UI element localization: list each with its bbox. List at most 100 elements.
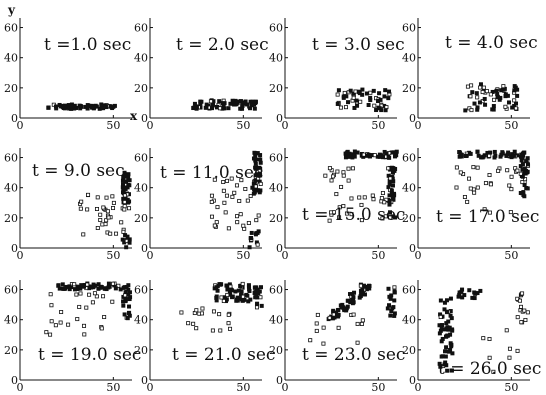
particle-point [252, 187, 257, 192]
particle-point [338, 105, 343, 110]
particle-point [95, 225, 100, 230]
particle-point [102, 315, 107, 320]
particle-point [233, 289, 238, 294]
particle-point [442, 300, 447, 305]
particle-point [503, 104, 508, 109]
particle-point [518, 171, 523, 176]
particle-point [367, 286, 372, 291]
particle-point [480, 155, 485, 160]
particle-point [248, 236, 253, 241]
particle-point [329, 210, 334, 215]
x-tick-label: 50 [106, 249, 120, 262]
particle-point [111, 206, 116, 211]
x-tick-label: 0 [415, 381, 422, 394]
time-label: t = 2.0 sec [176, 35, 269, 55]
particle-point [238, 284, 243, 289]
particle-point [209, 214, 214, 219]
particle-point [331, 174, 336, 179]
particle-point [254, 218, 259, 223]
particle-point [379, 196, 384, 201]
y-tick-label: 20 [134, 82, 148, 95]
particle-point [253, 161, 258, 166]
particle-point [334, 192, 339, 197]
snapshot-panel: 0 20 40 60 0 50 t = 19.0 sec [4, 280, 141, 394]
particle-point [454, 165, 459, 170]
particle-point [108, 104, 113, 109]
x-tick-label: 0 [147, 249, 154, 262]
y-tick-label: 20 [4, 82, 18, 95]
particle-point [387, 193, 392, 198]
particle-point [444, 345, 449, 350]
particle-point [101, 205, 106, 210]
particle-point [482, 207, 487, 212]
particle-point [223, 210, 228, 215]
particle-point [443, 349, 448, 354]
panel-grid: 0 20 40 60 0 50 t =1.0 sec 0 20 40 60 0 50 t = 2.0 se… [4, 18, 541, 394]
particle-point [352, 105, 357, 110]
particle-point [487, 173, 492, 178]
particle-point [491, 369, 496, 374]
particle-point [357, 295, 362, 300]
particle-point [522, 194, 527, 199]
particle-point [121, 174, 126, 179]
particle-point [359, 321, 364, 326]
particle-point [378, 97, 383, 102]
particle-point [513, 106, 518, 111]
y-tick-label: 20 [269, 82, 283, 95]
snapshot-panel: 0 20 40 60 0 50 t = 11.0 sec [134, 148, 263, 262]
y-tick-label: 0 [409, 242, 416, 255]
particle-point [350, 292, 355, 297]
particle-point [82, 332, 87, 337]
particle-point [258, 188, 263, 193]
particle-point [226, 226, 231, 231]
particle-point [99, 326, 104, 331]
particle-point [234, 183, 239, 188]
particle-point [475, 165, 480, 170]
particle-point [523, 317, 528, 322]
y-tick-label: 40 [269, 52, 283, 65]
particle-point [321, 341, 326, 346]
particle-point [125, 316, 130, 321]
particle-point [449, 316, 454, 321]
particle-point [520, 155, 525, 160]
particle-point [469, 83, 474, 88]
particle-point [210, 106, 215, 111]
particle-point [442, 362, 447, 367]
particle-point [94, 294, 99, 299]
particle-point [241, 294, 246, 299]
time-label: t = 15.0 sec [302, 205, 405, 225]
x-tick-label: 50 [106, 119, 120, 132]
y-tick-label: 40 [134, 52, 148, 65]
particle-point [84, 305, 89, 310]
snapshot-panel: 0 20 40 60 0 50 t = 15.0 sec [269, 148, 405, 262]
particle-point [122, 200, 127, 205]
particle-point [49, 303, 54, 308]
y-tick-label: 40 [402, 314, 416, 327]
particle-point [245, 293, 250, 298]
snapshot-panel: 0 20 40 60 0 50 t = 21.0 sec [134, 280, 275, 394]
particle-point [480, 90, 485, 95]
y-tick-label: 60 [269, 152, 283, 165]
particle-point [346, 154, 351, 159]
particle-point [214, 294, 219, 299]
particle-point [127, 206, 132, 211]
particle-point [359, 290, 364, 295]
particle-point [343, 105, 348, 110]
particle-point [61, 286, 66, 291]
particle-point [474, 91, 479, 96]
particle-point [508, 210, 513, 215]
particle-point [247, 245, 252, 250]
particle-point [383, 88, 388, 93]
particle-point [339, 305, 344, 310]
x-tick-label: 0 [17, 249, 24, 262]
particle-point [382, 94, 387, 99]
particle-point [384, 151, 389, 156]
particle-point [372, 103, 377, 108]
particle-point [361, 152, 366, 157]
particle-point [245, 198, 250, 203]
particle-point [495, 94, 500, 99]
y-tick-label: 0 [11, 374, 18, 387]
particle-point [69, 104, 74, 109]
particle-point [46, 105, 51, 110]
